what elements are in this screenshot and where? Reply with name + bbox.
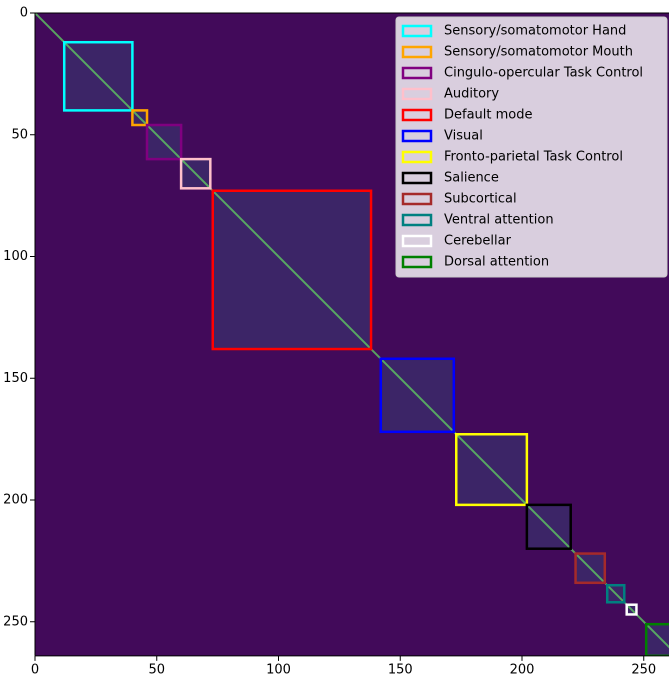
- x-tick-label: 250: [631, 662, 656, 677]
- network-box: [62, 40, 134, 112]
- y-tick-label: 150: [3, 371, 28, 386]
- network-box: [574, 552, 607, 585]
- network-box: [131, 109, 149, 127]
- legend-swatch: [401, 87, 433, 101]
- legend-label: Sensory/somatomotor Mouth: [444, 45, 633, 60]
- legend-swatch: [401, 234, 433, 248]
- legend-swatch: [401, 171, 433, 185]
- heatmap-block: [646, 624, 669, 656]
- legend-label: Auditory: [444, 87, 499, 102]
- legend-label: Fronto-parietal Task Control: [444, 150, 623, 165]
- legend-swatch: [401, 129, 433, 143]
- legend-swatch: [401, 255, 433, 269]
- network-box: [455, 433, 529, 507]
- legend-label: Ventral attention: [444, 213, 554, 228]
- legend-label: Sensory/somatomotor Hand: [444, 24, 626, 39]
- y-tick-label: 50: [11, 127, 28, 142]
- y-tick-label: 0: [20, 6, 28, 21]
- legend-label: Dorsal attention: [444, 255, 549, 270]
- network-box: [145, 123, 183, 161]
- x-tick-label: 0: [31, 662, 39, 677]
- x-tick-label: 200: [510, 662, 535, 677]
- legend-swatch: [401, 192, 433, 206]
- network-box: [211, 189, 373, 351]
- y-tick-label: 250: [3, 614, 28, 629]
- network-box: [379, 357, 456, 434]
- legend: Sensory/somatomotor Hand Sensory/somatomo…: [395, 16, 668, 278]
- x-tick-label: 150: [388, 662, 413, 677]
- legend-label: Cingulo-opercular Task Control: [444, 66, 643, 81]
- y-tick-label: 100: [3, 249, 28, 264]
- network-box: [179, 157, 212, 190]
- x-tick-label: 50: [148, 662, 165, 677]
- legend-box: [395, 16, 668, 278]
- network-box: [605, 583, 626, 604]
- legend-swatch: [401, 24, 433, 38]
- network-box: [625, 603, 638, 616]
- legend-swatch: [401, 150, 433, 164]
- legend-label: Visual: [444, 129, 483, 144]
- legend-label: Cerebellar: [444, 234, 512, 249]
- legend-swatch: [401, 66, 433, 80]
- legend-swatch: [401, 213, 433, 227]
- legend-label: Subcortical: [444, 192, 517, 207]
- y-tick-label: 200: [3, 493, 28, 508]
- axes: 0 50 100 150 200 250 0 50 100 150 200 250: [3, 6, 669, 677]
- legend-label: Salience: [444, 171, 499, 186]
- network-box: [525, 503, 572, 550]
- legend-label: Default mode: [444, 108, 533, 123]
- legend-swatch: [401, 45, 433, 59]
- legend-swatch: [401, 108, 433, 122]
- x-tick-label: 100: [266, 662, 291, 677]
